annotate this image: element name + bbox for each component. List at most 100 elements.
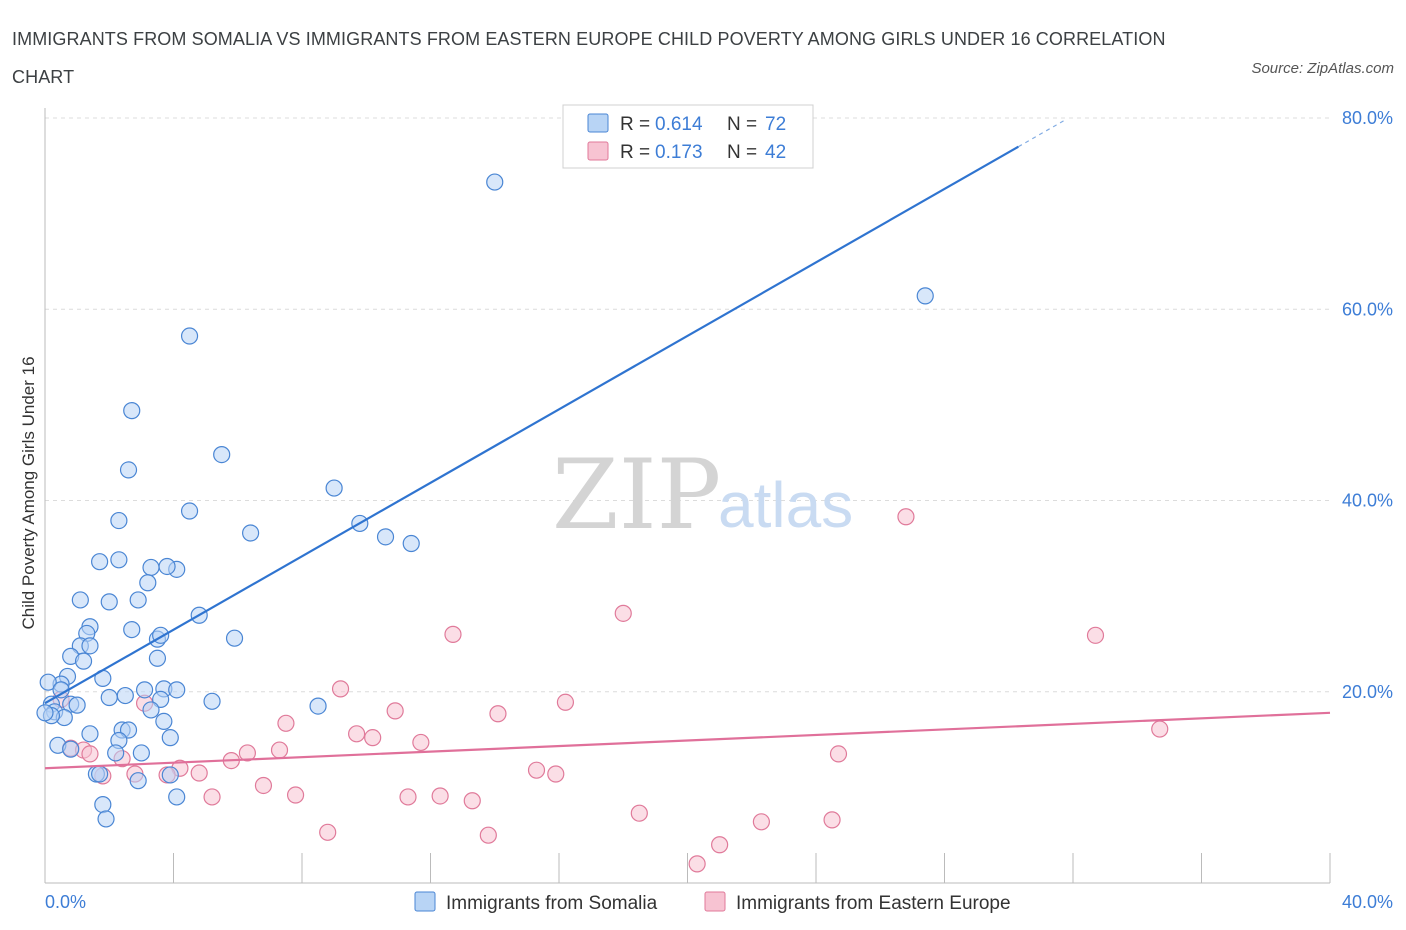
somalia-point [402,534,420,553]
somalia-point [129,772,147,790]
somalia-point [180,502,199,520]
europe-point [614,604,632,622]
europe-point [463,792,481,810]
bottom-legend-label-europe: Immigrants from Eastern Europe [736,893,1011,914]
somalia-point [81,725,99,743]
y-tick-label: 60.0% [1342,299,1393,319]
y-tick-label: 80.0% [1342,108,1393,128]
x-tick-label: 0.0% [45,892,86,912]
europe-point [270,741,289,759]
somalia-point [110,551,128,569]
europe-point [752,813,770,831]
somalia-point [116,686,134,705]
somalia-point [486,173,504,191]
somalia-point [180,327,199,345]
somalia-point [158,557,176,576]
somalia-point [129,591,147,609]
somalia-point [81,637,99,655]
europe-point [81,745,99,763]
trend-line-europe [44,711,1331,770]
x-tick-label: 40.0% [1342,892,1393,912]
legend-r-label-europe: R = [620,142,650,163]
somalia-point [142,701,160,719]
watermark: ZIP atlas [552,439,853,551]
somalia-point [225,629,244,647]
somalia-point [376,528,395,546]
watermark-atlas: atlas [718,469,853,541]
europe-point [444,625,462,643]
europe-point [412,733,430,752]
trend-line-somalia-extension [1018,118,1067,148]
somalia-point [123,620,141,639]
europe-point [319,823,337,841]
somalia-point [74,652,93,670]
y-axis-label: Child Poverty Among Girls Under 16 [19,356,38,629]
somalia-point [155,712,173,730]
somalia-point [123,402,141,420]
somalia-point [110,511,128,530]
somalia-point [325,479,343,497]
bottom-legend-swatch-europe [704,891,726,912]
chart-source: Source: ZipAtlas.com [1251,60,1394,77]
somalia-point [152,690,170,709]
europe-point [711,836,729,854]
somalia-point [139,574,157,592]
europe-point [399,788,417,806]
somalia-point [39,673,57,691]
axes [44,108,1331,884]
somalia-point [161,766,179,784]
y-tick-label: 20.0% [1342,682,1393,702]
trend-line-somalia [44,145,1019,705]
europe-point [829,745,848,763]
bottom-legend-swatch-somalia [414,891,436,912]
legend-swatch-europe [587,141,609,161]
somalia-point [71,591,89,609]
legend-r-label-somalia: R = [620,114,650,135]
somalia-point [100,593,118,611]
europe-point [1151,720,1169,738]
somalia-point [142,558,160,577]
series-somalia [36,173,934,828]
somalia-point [119,461,138,479]
watermark-zip: ZIP [552,439,721,551]
somalia-point [309,697,327,715]
series-eastern-europe [52,508,1169,873]
europe-point [897,508,915,526]
europe-point [286,786,305,804]
somalia-point [62,740,80,758]
somalia-point [97,810,115,828]
europe-point [1086,626,1105,644]
europe-point [331,680,350,698]
legend-n-label-europe: N = [727,142,757,163]
europe-point [348,725,366,743]
y-tick-label: 40.0% [1342,491,1393,511]
grid-lines [45,117,1330,693]
europe-point [489,705,507,723]
europe-point [688,855,706,873]
somalia-point [168,788,186,806]
somalia-point [91,553,109,571]
legend-swatch-somalia [587,113,609,133]
somalia-point [916,287,934,305]
somalia-point [213,446,231,464]
europe-point [190,764,208,782]
somalia-point [36,704,54,722]
series-legend: Immigrants from Somalia Immigrants from … [414,891,1011,914]
legend-n-value-europe: 42 [765,142,786,163]
chart-title: IMMIGRANTS FROM SOMALIA VS IMMIGRANTS FR… [12,29,1166,87]
somalia-point [100,688,118,707]
somalia-point [107,744,125,762]
europe-point [823,811,841,829]
europe-point [630,804,648,822]
europe-point [238,744,256,762]
somalia-point [91,765,109,783]
europe-point [556,693,575,711]
somalia-point [161,729,179,747]
somalia-point [168,681,186,699]
europe-point [479,826,497,844]
somalia-point [94,795,112,814]
tick-labels: 20.0% 40.0% 60.0% 80.0% 0.0% 40.0% [45,108,1393,912]
somalia-point [203,692,221,710]
somalia-point [242,524,260,542]
